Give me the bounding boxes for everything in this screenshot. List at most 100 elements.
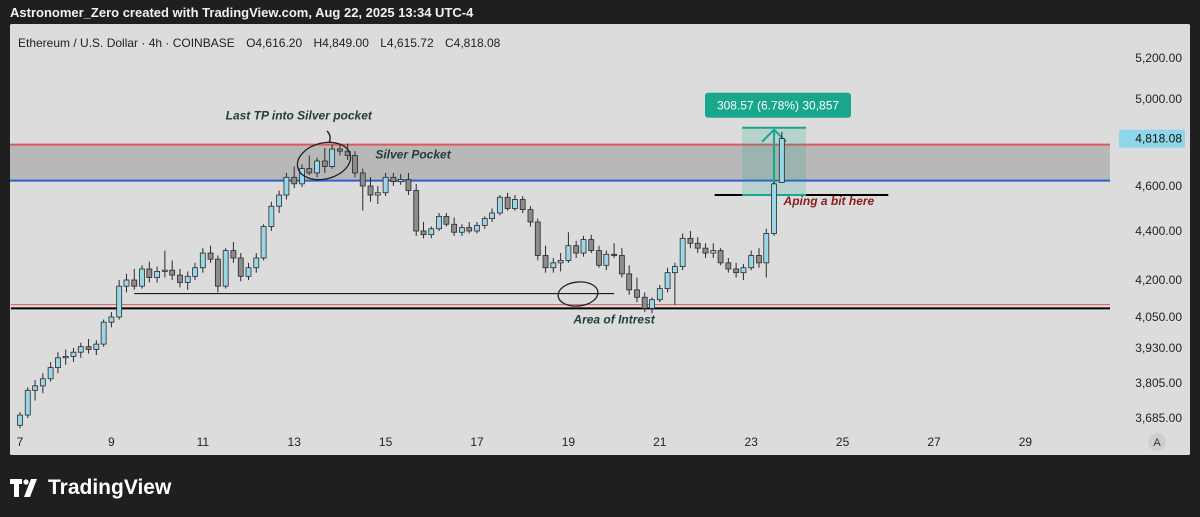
candle-97[interactable] bbox=[756, 248, 762, 268]
candle-27[interactable] bbox=[222, 248, 229, 289]
candle-71[interactable] bbox=[557, 253, 564, 272]
candle-28[interactable] bbox=[230, 242, 237, 263]
candle-91[interactable] bbox=[710, 243, 717, 258]
candle-24[interactable] bbox=[199, 248, 206, 273]
symbol-label[interactable]: Ethereum / U.S. Dollar · 4h · COINBASE bbox=[18, 36, 235, 50]
candle-36[interactable] bbox=[291, 166, 298, 189]
candle-1[interactable] bbox=[24, 387, 31, 418]
candle-3[interactable] bbox=[39, 373, 46, 394]
candle-59[interactable] bbox=[466, 222, 473, 234]
candle-41[interactable] bbox=[329, 144, 336, 169]
candle-98[interactable] bbox=[763, 228, 770, 278]
candle-5[interactable] bbox=[55, 352, 61, 374]
candle-13[interactable] bbox=[116, 280, 123, 320]
last-price-tag[interactable] bbox=[1119, 129, 1185, 148]
candle-48[interactable] bbox=[382, 172, 389, 197]
candle-49[interactable] bbox=[390, 172, 397, 186]
candle-87[interactable] bbox=[679, 233, 686, 271]
candle-63[interactable] bbox=[496, 195, 503, 216]
candle-79[interactable] bbox=[618, 248, 625, 278]
candle-21[interactable] bbox=[177, 268, 183, 288]
candle-38[interactable] bbox=[306, 155, 313, 176]
candle-66[interactable] bbox=[519, 196, 526, 213]
candle-77[interactable] bbox=[603, 250, 610, 271]
candle-20[interactable] bbox=[169, 260, 176, 280]
candle-42[interactable] bbox=[336, 143, 343, 156]
candle-6[interactable] bbox=[62, 349, 69, 365]
candle-44[interactable] bbox=[352, 151, 358, 178]
candle-10[interactable] bbox=[93, 340, 100, 355]
candle-60[interactable] bbox=[474, 222, 480, 234]
hand-drawn-hook[interactable] bbox=[326, 130, 331, 144]
candle-32[interactable] bbox=[260, 224, 267, 261]
candle-53[interactable] bbox=[420, 222, 427, 239]
candle-62[interactable] bbox=[489, 208, 495, 223]
candle-55[interactable] bbox=[436, 213, 442, 231]
candle-93[interactable] bbox=[725, 257, 732, 273]
candle-17[interactable] bbox=[146, 261, 153, 283]
candle-52[interactable] bbox=[413, 183, 420, 236]
plot-background[interactable] bbox=[10, 24, 1190, 455]
annotation-last-tp[interactable]: Last TP into Silver pocket bbox=[226, 109, 373, 123]
silver-pocket-zone[interactable] bbox=[10, 144, 1110, 181]
candle-83[interactable] bbox=[649, 297, 655, 314]
candle-99[interactable] bbox=[771, 181, 777, 236]
candle-88[interactable] bbox=[687, 231, 694, 249]
candle-0[interactable] bbox=[17, 412, 23, 429]
candle-75[interactable] bbox=[588, 234, 595, 254]
candle-67[interactable] bbox=[527, 206, 534, 227]
candle-31[interactable] bbox=[253, 253, 260, 273]
candle-45[interactable] bbox=[359, 168, 366, 211]
annotation-silver-pocket[interactable]: Silver Pocket bbox=[375, 147, 451, 161]
candle-51[interactable] bbox=[405, 172, 412, 195]
candle-39[interactable] bbox=[314, 157, 320, 178]
candle-47[interactable] bbox=[374, 186, 381, 204]
annotation-aping[interactable]: Aping a bit here bbox=[783, 194, 875, 208]
candle-33[interactable] bbox=[268, 201, 275, 231]
candle-35[interactable] bbox=[283, 172, 290, 200]
candle-12[interactable] bbox=[108, 312, 115, 328]
candle-8[interactable] bbox=[77, 342, 84, 358]
highlight-circle-top[interactable] bbox=[293, 137, 354, 185]
candle-80[interactable] bbox=[626, 265, 633, 295]
candle-2[interactable] bbox=[32, 380, 38, 401]
candle-72[interactable] bbox=[565, 232, 572, 263]
candle-50[interactable] bbox=[397, 174, 404, 185]
candle-18[interactable] bbox=[154, 266, 161, 283]
candle-54[interactable] bbox=[428, 226, 435, 239]
candle-73[interactable] bbox=[573, 240, 580, 258]
candle-95[interactable] bbox=[740, 264, 747, 280]
auto-scale-icon[interactable] bbox=[1148, 433, 1166, 451]
candle-100[interactable] bbox=[778, 131, 785, 183]
candle-89[interactable] bbox=[694, 237, 701, 254]
candle-58[interactable] bbox=[459, 224, 465, 236]
candle-30[interactable] bbox=[245, 262, 252, 280]
candle-94[interactable] bbox=[733, 262, 740, 278]
candle-46[interactable] bbox=[367, 177, 374, 202]
candle-76[interactable] bbox=[596, 245, 602, 268]
candle-85[interactable] bbox=[664, 267, 671, 293]
candle-69[interactable] bbox=[542, 245, 549, 273]
candle-22[interactable] bbox=[184, 271, 191, 290]
candle-14[interactable] bbox=[123, 273, 130, 293]
candle-9[interactable] bbox=[85, 338, 92, 354]
candle-64[interactable] bbox=[504, 192, 511, 211]
candle-84[interactable] bbox=[656, 284, 663, 303]
candle-86[interactable] bbox=[671, 262, 678, 305]
candle-82[interactable] bbox=[641, 292, 648, 313]
annotation-area-of-interest[interactable]: Area of Intrest bbox=[572, 312, 655, 326]
candle-25[interactable] bbox=[207, 245, 214, 263]
candle-78[interactable] bbox=[611, 243, 617, 258]
candle-34[interactable] bbox=[276, 190, 283, 214]
candle-40[interactable] bbox=[321, 147, 328, 173]
candle-56[interactable] bbox=[443, 213, 450, 227]
candle-11[interactable] bbox=[100, 319, 107, 347]
price-axis[interactable] bbox=[1110, 24, 1190, 455]
candle-29[interactable] bbox=[237, 253, 244, 282]
chart-area[interactable]: 308.57 (6.78%) 30,857 Last TP into Silver… bbox=[10, 24, 1190, 455]
highlight-circle-bottom[interactable] bbox=[557, 280, 599, 308]
candle-68[interactable] bbox=[534, 218, 541, 261]
candle-16[interactable] bbox=[139, 265, 145, 289]
candle-65[interactable] bbox=[512, 195, 518, 211]
candle-23[interactable] bbox=[192, 262, 198, 280]
